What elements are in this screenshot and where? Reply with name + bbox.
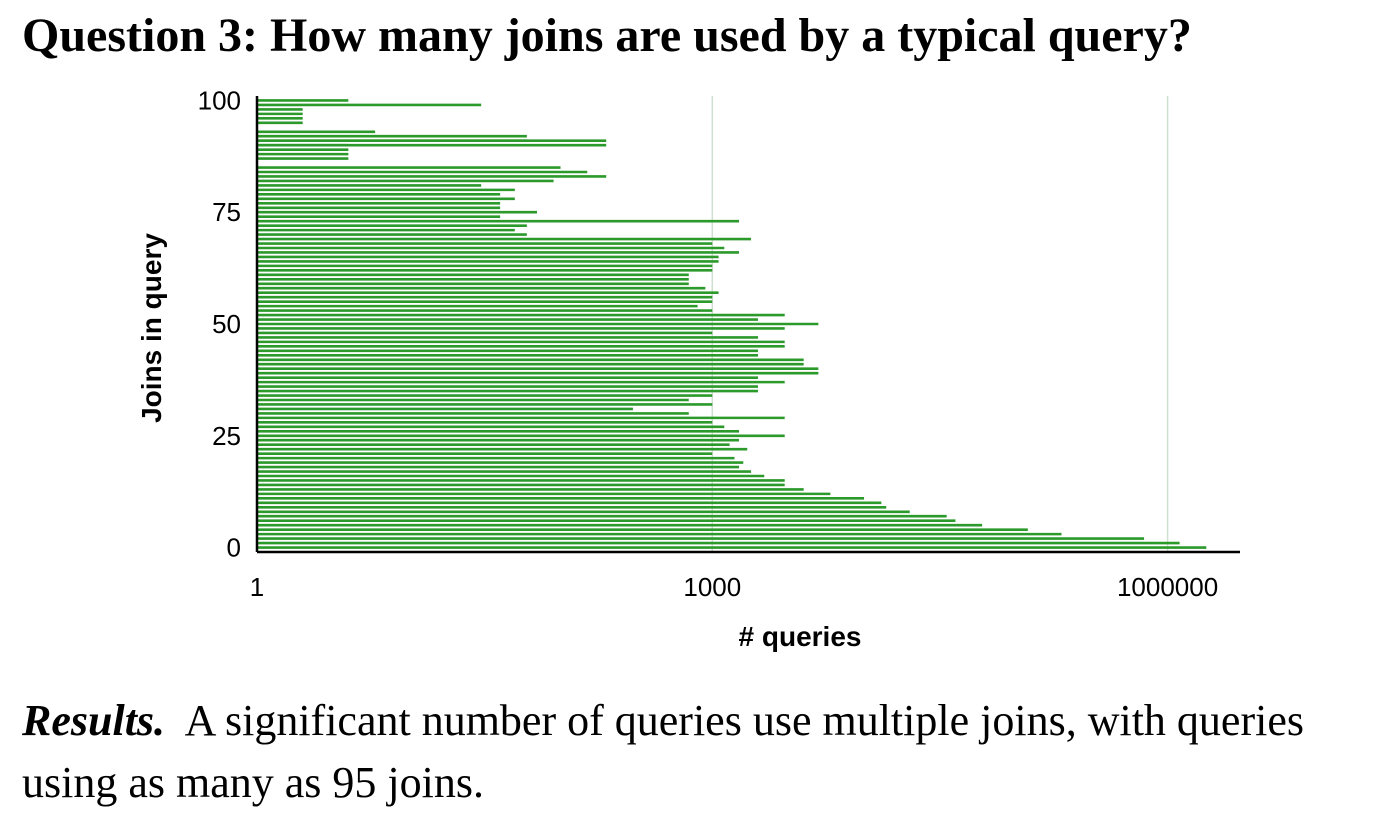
chart-axes [255, 96, 1240, 554]
page-title: Question 3: How many joins are used by a… [22, 9, 1192, 62]
caption-text: A significant number of queries use mult… [22, 696, 1304, 807]
y-tick-label: 50 [212, 309, 241, 339]
chart-bars [257, 99, 1207, 549]
x-axis-ticks: 1 1000 1000000 [250, 572, 1218, 602]
caption-lead: Results. [22, 696, 166, 745]
x-tick-label: 1 [250, 572, 264, 602]
y-tick-label: 100 [198, 85, 241, 115]
x-axis-label: # queries [739, 621, 862, 652]
y-axis-label: Joins in query [136, 233, 167, 423]
y-tick-label: 75 [212, 197, 241, 227]
results-caption: Results. A significant number of queries… [22, 690, 1392, 814]
x-tick-label: 1000000 [1117, 572, 1218, 602]
y-tick-label: 25 [212, 421, 241, 451]
x-tick-label: 1000 [683, 572, 741, 602]
y-tick-label: 0 [227, 533, 241, 563]
bar-chart: 1 1000 1000000 0 25 50 75 100 # queries Joins … [136, 85, 1240, 652]
y-axis-ticks: 0 25 50 75 100 [198, 85, 241, 562]
